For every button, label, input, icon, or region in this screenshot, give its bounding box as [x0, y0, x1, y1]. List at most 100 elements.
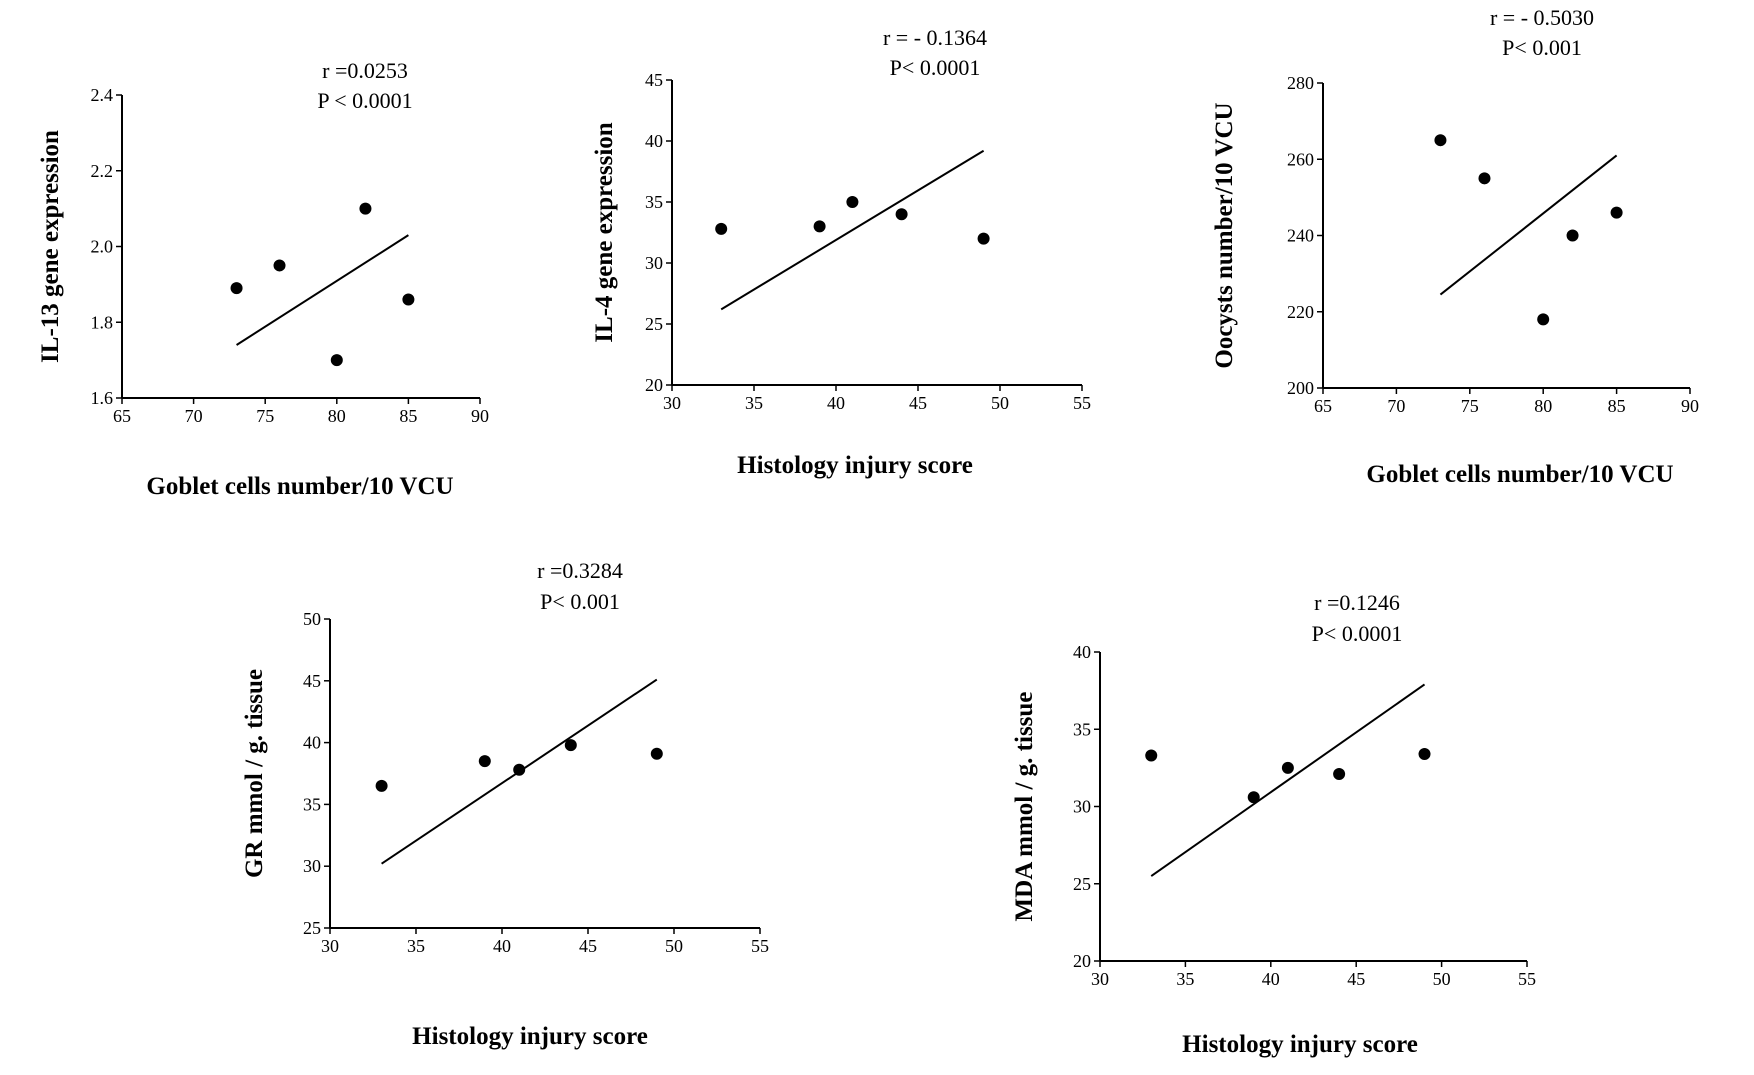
data-point: [813, 220, 826, 233]
y-tick-label: 25: [1073, 874, 1091, 894]
data-point: [1333, 768, 1346, 781]
x-tick-label: 35: [1176, 969, 1194, 989]
p-value-label: P< 0.0001: [1312, 621, 1403, 646]
p-value-label: P< 0.001: [1502, 35, 1582, 60]
regression-line: [236, 234, 409, 346]
scatter-chart-3: 65 70 75 80 85 90 200 220 240 260 280 r = - 0.5030 P…: [1211, 5, 1699, 488]
x-axis-label: Histology injury score: [737, 452, 973, 479]
y-tick-label: 280: [1287, 73, 1314, 93]
x-axis-label: Goblet cells number/10 VCU: [1366, 461, 1673, 488]
x-axis-label: Histology injury score: [1182, 1031, 1418, 1058]
y-tick-label: 2.2: [91, 161, 114, 181]
x-tick-label: 50: [665, 936, 683, 956]
y-tick-label: 30: [645, 253, 663, 273]
y-tick-label: 30: [1073, 797, 1091, 817]
x-tick-label: 40: [1262, 969, 1280, 989]
correlation-r-label: r =0.3284: [537, 558, 623, 583]
data-point: [330, 354, 343, 367]
data-point: [1418, 747, 1431, 760]
y-tick-label: 35: [303, 794, 321, 814]
x-tick-label: 55: [1073, 393, 1091, 413]
y-tick-label: 220: [1287, 302, 1314, 322]
x-tick-label: 40: [827, 393, 845, 413]
regression-line: [1150, 683, 1426, 877]
y-tick-label: 40: [645, 131, 663, 151]
x-tick-label: 30: [321, 936, 339, 956]
data-point: [1610, 206, 1623, 219]
data-point: [1537, 313, 1550, 326]
x-tick-label: 70: [1387, 396, 1405, 416]
data-point: [1478, 172, 1491, 185]
data-point: [564, 739, 577, 752]
y-tick-label: 25: [303, 918, 321, 938]
data-point: [1566, 229, 1579, 242]
data-point: [1281, 761, 1294, 774]
y-tick-label: 30: [303, 856, 321, 876]
correlation-r-label: r = - 0.1364: [883, 25, 987, 50]
x-tick-label: 45: [1347, 969, 1365, 989]
data-point: [478, 755, 491, 768]
x-tick-label: 90: [1681, 396, 1699, 416]
x-tick-label: 75: [256, 406, 274, 426]
x-tick-label: 70: [185, 406, 203, 426]
correlation-r-label: r = - 0.5030: [1490, 5, 1594, 30]
data-point: [402, 293, 415, 306]
data-point: [1247, 791, 1260, 804]
scatter-chart-1: 65 70 75 80 85 90 1.6 1.8 2.0 2.2 2.4 r =0.0253 P < …: [37, 58, 489, 500]
y-axis-label: GR mmol / g. tissue: [241, 669, 268, 878]
regression-line: [1439, 154, 1618, 296]
x-tick-label: 85: [1608, 396, 1626, 416]
correlation-r-label: r =0.0253: [322, 58, 408, 83]
regression-line: [720, 149, 985, 311]
x-tick-label: 75: [1461, 396, 1479, 416]
x-tick-label: 55: [751, 936, 769, 956]
y-tick-label: 50: [303, 609, 321, 629]
x-tick-label: 85: [399, 406, 417, 426]
y-tick-label: 1.6: [91, 388, 114, 408]
y-tick-label: 45: [645, 70, 663, 90]
y-tick-label: 200: [1287, 378, 1314, 398]
data-point: [359, 202, 372, 215]
x-tick-label: 90: [471, 406, 489, 426]
y-axis-label: Oocysts number/10 VCU: [1211, 102, 1238, 368]
x-tick-label: 45: [909, 393, 927, 413]
x-tick-label: 50: [1433, 969, 1451, 989]
p-value-label: P< 0.001: [540, 589, 620, 614]
y-tick-label: 2.4: [91, 85, 114, 105]
data-point: [375, 779, 388, 792]
y-tick-label: 240: [1287, 226, 1314, 246]
x-tick-label: 55: [1518, 969, 1536, 989]
y-tick-label: 2.0: [91, 237, 114, 257]
y-tick-label: 20: [1073, 951, 1091, 971]
data-point: [650, 747, 663, 760]
x-axis-label: Goblet cells number/10 VCU: [146, 473, 453, 500]
y-tick-label: 20: [645, 375, 663, 395]
x-tick-label: 65: [113, 406, 131, 426]
y-tick-label: 35: [645, 192, 663, 212]
x-tick-label: 30: [663, 393, 681, 413]
x-tick-label: 35: [407, 936, 425, 956]
y-axis-label: IL-4 gene expression: [591, 122, 618, 342]
x-tick-label: 80: [1534, 396, 1552, 416]
y-tick-label: 35: [1073, 719, 1091, 739]
data-point: [846, 196, 859, 208]
y-axis-label: MDA mmol / g. tissue: [1011, 692, 1038, 922]
y-tick-label: 40: [303, 733, 321, 753]
scatter-chart-2: 30 35 40 45 50 55 20 25 30 35 40 45 r = - 0.1364 P< 0…: [591, 25, 1091, 479]
x-tick-label: 50: [991, 393, 1009, 413]
x-tick-label: 65: [1314, 396, 1332, 416]
x-tick-label: 30: [1091, 969, 1109, 989]
p-value-label: P < 0.0001: [317, 88, 412, 113]
x-axis-label: Histology injury score: [412, 1023, 648, 1050]
x-tick-label: 40: [493, 936, 511, 956]
y-axis-label: IL-13 gene expression: [37, 130, 64, 363]
p-value-label: P< 0.0001: [890, 55, 981, 80]
data-point: [895, 208, 908, 221]
y-tick-label: 45: [303, 671, 321, 691]
correlation-r-label: r =0.1246: [1314, 590, 1400, 615]
x-tick-label: 45: [579, 936, 597, 956]
scatter-chart-5: 30 35 40 45 50 55 20 25 30 35 40 r =0.1246 P< 0.0001…: [1011, 590, 1536, 1058]
y-tick-label: 40: [1073, 642, 1091, 662]
